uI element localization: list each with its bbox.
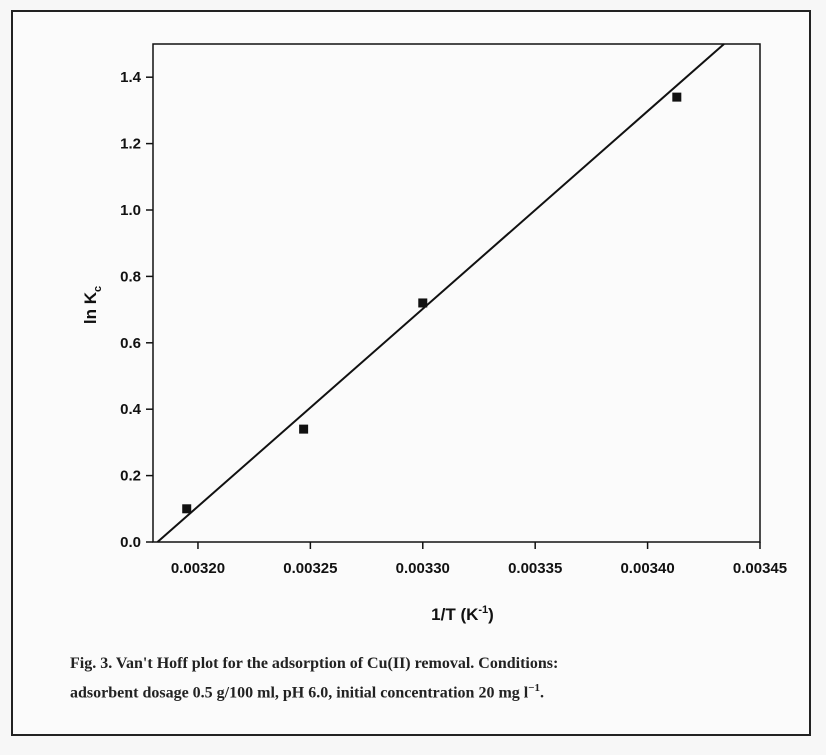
y-tick-label: 0.8	[120, 268, 141, 285]
data-point	[299, 424, 309, 434]
figure-frame	[11, 10, 811, 736]
caption-line-2-text: adsorbent dosage 0.5 g/100 ml, pH 6.0, i…	[70, 684, 529, 702]
data-point	[418, 298, 428, 308]
data-point	[182, 504, 192, 514]
x-tick-label: 0.00345	[733, 560, 787, 577]
data-markers	[182, 92, 682, 514]
y-tick-label: 0.0	[120, 534, 141, 551]
x-tick-label: 0.00340	[620, 560, 674, 577]
caption-line-1: Fig. 3. Van't Hoff plot for the adsorpti…	[70, 655, 559, 672]
fit-line	[156, 43, 725, 543]
plot-area	[152, 43, 761, 543]
x-axis-label: 1/T (K-1)	[431, 604, 494, 624]
y-tick-label: 1.4	[120, 69, 142, 86]
figure-caption: Fig. 3. Van't Hoff plot for the adsorpti…	[70, 652, 790, 705]
y-axis-ticks: 0.0 0.2 0.4 0.6 0.8 1.0 1.2 1.4	[120, 69, 153, 551]
x-tick-label: 0.00330	[396, 560, 450, 577]
y-tick-label: 0.6	[120, 335, 141, 352]
x-tick-label: 0.00335	[508, 560, 562, 577]
x-axis-ticks: 0.00320 0.00325 0.00330 0.00335 0.00340 0.003…	[171, 542, 787, 577]
y-axis-label: ln Kc	[81, 286, 104, 324]
y-tick-label: 1.0	[120, 202, 141, 219]
data-point	[672, 92, 682, 102]
y-tick-label: 1.2	[120, 136, 141, 153]
caption-line-2-end: .	[540, 684, 545, 702]
x-tick-label: 0.00320	[171, 560, 225, 577]
x-tick-label: 0.00325	[283, 560, 337, 577]
y-tick-label: 0.4	[120, 401, 142, 418]
caption-line-2-sup: −1	[528, 682, 541, 694]
caption-line-2: adsorbent dosage 0.5 g/100 ml, pH 6.0, i…	[70, 676, 790, 705]
y-tick-label: 0.2	[120, 468, 141, 485]
